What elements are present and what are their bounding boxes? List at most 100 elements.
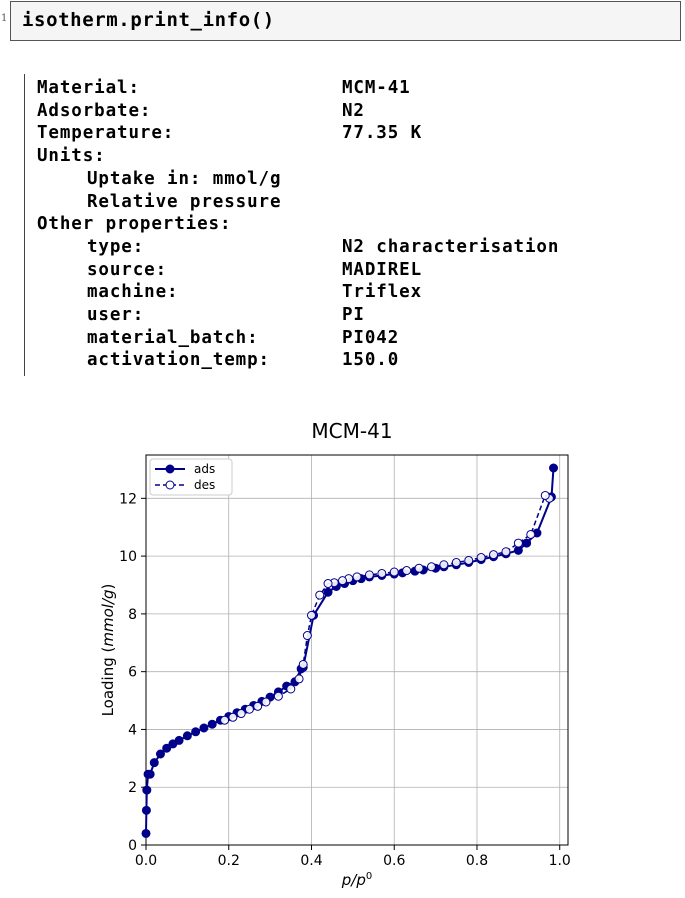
output-block: Material: MCM-41 Adsorbate: N2 Temperature: 7… <box>24 74 558 376</box>
code-text: isotherm.print_info() <box>22 9 275 31</box>
series-ads-point <box>191 727 201 737</box>
info-key: Material: <box>37 78 140 98</box>
y-tick-label: 12 <box>119 491 137 507</box>
line-number: 1 <box>1 13 8 24</box>
series-ads-point <box>145 769 155 779</box>
series-des-point <box>244 704 254 714</box>
info-value: 150.0 <box>342 350 400 371</box>
grid-lines <box>145 455 568 846</box>
series-des-point <box>402 566 412 576</box>
info-key: Relative pressure <box>87 191 282 212</box>
info-value: N2 <box>342 100 365 121</box>
info-key: Uptake in: mmol/g <box>87 168 282 189</box>
series-des-point <box>451 557 461 567</box>
series-des-point <box>306 610 316 620</box>
series-ads-point <box>323 587 333 597</box>
info-value: MCM-41 <box>342 78 411 98</box>
series-des-point <box>501 547 511 557</box>
series-ads-point <box>162 743 172 753</box>
x-tick-label: 0.4 <box>300 853 322 869</box>
code-cell[interactable]: isotherm.print_info() <box>10 1 681 41</box>
x-tick-label: 0.8 <box>466 853 488 869</box>
series-des-point <box>414 563 424 573</box>
info-key: Units: <box>37 146 106 167</box>
series-des-point <box>323 579 333 589</box>
series-des-point <box>228 712 238 722</box>
series-des-point <box>220 715 230 725</box>
series-ads-point <box>149 758 159 768</box>
info-key: Other properties: <box>37 214 232 235</box>
series-des-point <box>352 572 362 582</box>
series-ads-point <box>207 719 217 729</box>
info-key: activation_temp: <box>87 350 270 371</box>
info-value: PI042 <box>342 327 400 348</box>
info-key: source: <box>87 259 168 280</box>
y-tick-label: 0 <box>128 838 137 854</box>
series-ads-point <box>522 538 532 548</box>
series-des-point <box>302 631 312 641</box>
series-des-point <box>273 691 283 701</box>
legend-ads-marker <box>165 464 175 474</box>
series-des-point <box>540 490 550 500</box>
legend: ads des <box>149 458 233 496</box>
series-des-point <box>389 567 399 577</box>
plot-frame <box>145 454 569 846</box>
tick-labels: 0.0 0.2 0.4 0.6 0.8 1.0 0 2 4 6 8 10 12 <box>119 491 571 869</box>
series-ads-point <box>199 723 209 733</box>
series-des-point <box>426 562 436 572</box>
y-tick-label: 2 <box>128 780 137 796</box>
y-axis-label: Loading (mmol/g) <box>99 584 117 717</box>
info-key: Adsorbate: <box>37 100 152 121</box>
series-des-point <box>464 555 474 565</box>
legend-des-label: des <box>194 478 215 492</box>
series-des-point <box>294 674 304 684</box>
y-tick-label: 10 <box>119 549 137 565</box>
x-tick-label: 0.2 <box>218 853 240 869</box>
series-des-point <box>236 709 246 719</box>
legend-ads-label: ads <box>194 462 215 476</box>
info-value: PI <box>342 305 365 325</box>
series-des-line <box>224 494 550 721</box>
series-des-point <box>377 568 387 578</box>
chart-title: MCM-41 <box>311 419 392 443</box>
info-key: type: <box>87 236 145 257</box>
isotherm-chart: MCM-41 0.0 0.2 0.4 0.6 0.8 1.0 0 2 4 6 8 10 12 Loadi… <box>99 419 571 889</box>
legend-des-marker <box>165 480 175 490</box>
series-ads-point <box>141 828 151 838</box>
series-des-point <box>261 697 271 707</box>
series-ads-point <box>155 749 165 759</box>
info-value: Triflex <box>342 282 423 303</box>
info-key: Temperature: <box>37 123 175 144</box>
info-key: machine: <box>87 282 179 303</box>
info-value: N2 characterisation <box>342 236 560 257</box>
info-key: material_batch: <box>87 327 259 348</box>
series-des-point <box>253 701 263 711</box>
series-ads-point <box>549 463 559 473</box>
series-des-point <box>298 659 308 669</box>
y-tick-label: 6 <box>128 665 137 681</box>
chart-container: MCM-41 0.0 0.2 0.4 0.6 0.8 1.0 0 2 4 6 8 10 12 Loadi… <box>0 410 685 894</box>
series-ads-point <box>174 735 184 745</box>
series-des-point <box>476 553 486 563</box>
series-ads-point <box>142 785 152 795</box>
x-tick-label: 0.6 <box>383 853 405 869</box>
legend-box <box>149 458 233 496</box>
series-des-point <box>338 576 348 586</box>
series-ads-line <box>145 467 555 834</box>
series-layer <box>141 463 559 838</box>
x-axis-label: p/p0 <box>341 871 372 889</box>
series-des-point <box>315 590 325 600</box>
series-ads-point <box>141 805 151 815</box>
x-tick-label: 0.0 <box>135 853 157 869</box>
x-tick-label: 1.0 <box>549 853 571 869</box>
series-des-point <box>489 550 499 560</box>
info-value: 77.35 K <box>342 123 423 144</box>
series-des-point <box>286 684 296 694</box>
series-des-point <box>364 570 374 580</box>
y-tick-label: 4 <box>128 722 137 738</box>
series-des-point <box>526 529 536 539</box>
info-value: MADIREL <box>342 259 423 280</box>
series-ads-point <box>182 731 192 741</box>
y-tick-label: 8 <box>128 607 137 623</box>
info-key: user: <box>87 305 145 325</box>
